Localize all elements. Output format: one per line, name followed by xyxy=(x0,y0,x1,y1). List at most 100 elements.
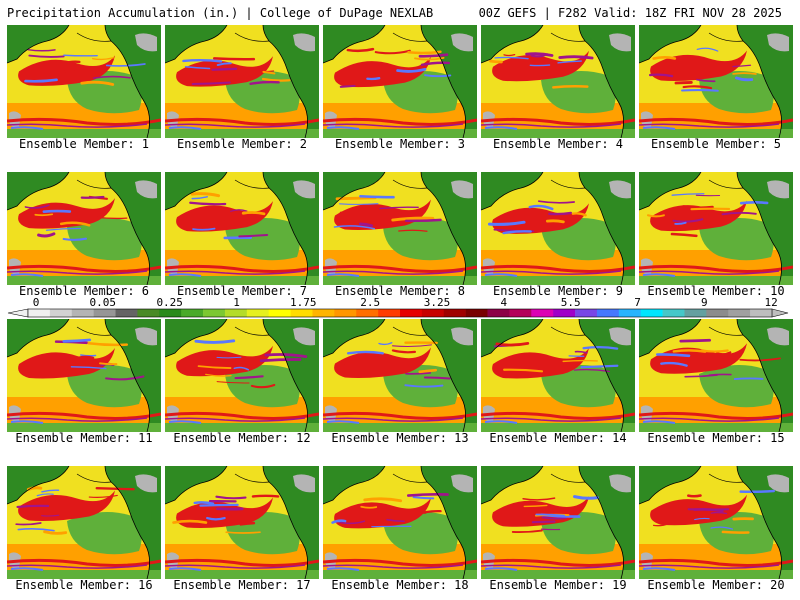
colorbar-swatch xyxy=(334,309,357,317)
itcz-band xyxy=(323,270,464,275)
colorbar-swatch xyxy=(706,309,729,317)
colorbar-tick-label: 12 xyxy=(764,296,777,309)
colorbar-frame xyxy=(27,308,773,318)
precipitation-colorbar: 0 0.05 0.25 1 1.75 2.5 3.25 4 5.5 7 9 12 xyxy=(0,296,800,320)
ensemble-map-4 xyxy=(481,25,635,138)
storm-track xyxy=(650,200,747,232)
precip-streak xyxy=(582,345,619,350)
coastline xyxy=(165,319,228,358)
itcz-band xyxy=(481,558,635,567)
north-america-landmass xyxy=(105,319,161,432)
precip-streak xyxy=(420,61,451,67)
precip-streak xyxy=(404,218,442,223)
coastline xyxy=(7,319,70,358)
coastline xyxy=(736,25,782,138)
snow-area xyxy=(609,474,631,493)
colorbar-swatch xyxy=(378,309,401,317)
colorbar-tick-label: 3.25 xyxy=(424,296,451,309)
itcz-band xyxy=(7,117,161,126)
colorbar-swatch xyxy=(465,309,488,317)
ensemble-map-20 xyxy=(639,466,793,579)
precip-streak xyxy=(489,59,503,64)
itcz-band xyxy=(642,126,676,130)
ensemble-map-5 xyxy=(639,25,793,138)
precip-map-graphic xyxy=(323,172,477,285)
precip-streak xyxy=(406,492,449,497)
colorbar-graphic: 0 0.05 0.25 1 1.75 2.5 3.25 4 5.5 7 9 12 xyxy=(7,296,789,318)
itcz-band xyxy=(326,567,360,571)
coastline xyxy=(323,172,386,211)
precip-streak xyxy=(88,494,118,498)
precip-streak xyxy=(216,356,242,359)
colorbar-tick-label: 2.5 xyxy=(360,296,380,309)
precip-streak xyxy=(671,193,705,196)
precip-streak xyxy=(670,232,698,238)
snow-area xyxy=(293,33,315,52)
itcz-band xyxy=(165,270,306,275)
snow-area xyxy=(451,180,473,199)
precip-streak xyxy=(545,219,565,224)
aleutian-coast xyxy=(708,179,744,189)
precip-streak xyxy=(338,520,366,525)
precip-streak xyxy=(681,88,719,92)
coastline xyxy=(104,25,150,138)
southern-strip xyxy=(323,276,477,285)
precip-streak xyxy=(537,200,576,204)
north-america-landmass xyxy=(737,466,793,579)
southern-strip xyxy=(7,570,161,579)
itcz-band xyxy=(481,270,622,275)
north-america-landmass xyxy=(421,466,477,579)
dry-region xyxy=(67,218,142,261)
itcz-band xyxy=(639,117,793,126)
coastline xyxy=(420,172,466,285)
precip-streak xyxy=(495,342,530,347)
southern-strip xyxy=(639,423,793,432)
southern-strip xyxy=(481,570,635,579)
precip-streak xyxy=(562,359,598,363)
ensemble-map-9 xyxy=(481,172,635,285)
colorbar-swatch xyxy=(509,309,532,317)
itcz-band xyxy=(165,117,319,126)
precip-streak xyxy=(239,521,256,526)
coastline xyxy=(420,466,466,579)
precip-streak xyxy=(573,495,599,500)
precip-streak xyxy=(189,201,227,206)
precip-streak xyxy=(558,55,594,60)
precip-streak xyxy=(233,366,250,371)
precip-streak xyxy=(338,203,379,205)
itcz-band xyxy=(323,564,464,569)
storm-track xyxy=(492,496,589,527)
colorbar-swatch xyxy=(356,309,379,317)
snow-area xyxy=(135,474,157,493)
aleutian-coast xyxy=(234,32,270,42)
colorbar-swatch xyxy=(400,309,423,317)
precip-streak xyxy=(261,77,291,82)
coastline xyxy=(323,466,386,505)
precip-streak xyxy=(15,522,42,526)
dry-region xyxy=(67,512,142,555)
itcz-band xyxy=(484,273,518,277)
coastline xyxy=(736,172,782,285)
precip-streak xyxy=(331,519,347,524)
precip-streak xyxy=(62,237,87,241)
itcz-band xyxy=(7,558,161,567)
ensemble-member-label: Ensemble Member: 10 xyxy=(647,284,785,298)
itcz-band xyxy=(323,117,477,126)
precip-streak xyxy=(656,353,691,358)
precip-streak xyxy=(87,341,129,347)
coastline xyxy=(104,319,150,432)
precip-streak xyxy=(193,501,215,506)
southern-strip xyxy=(323,129,477,138)
coastline xyxy=(420,319,466,432)
itcz-band xyxy=(165,123,306,128)
asia-landmass xyxy=(639,319,701,357)
ensemble-member-label: Ensemble Member: 12 xyxy=(173,431,311,445)
itcz-band xyxy=(323,558,477,567)
snow-area xyxy=(293,180,315,199)
colorbar-swatch xyxy=(553,309,576,317)
precip-streak xyxy=(414,56,445,61)
precip-streak xyxy=(405,371,432,375)
precip-streak xyxy=(34,213,54,217)
colorbar-swatch xyxy=(28,309,51,317)
coastline xyxy=(736,466,782,579)
